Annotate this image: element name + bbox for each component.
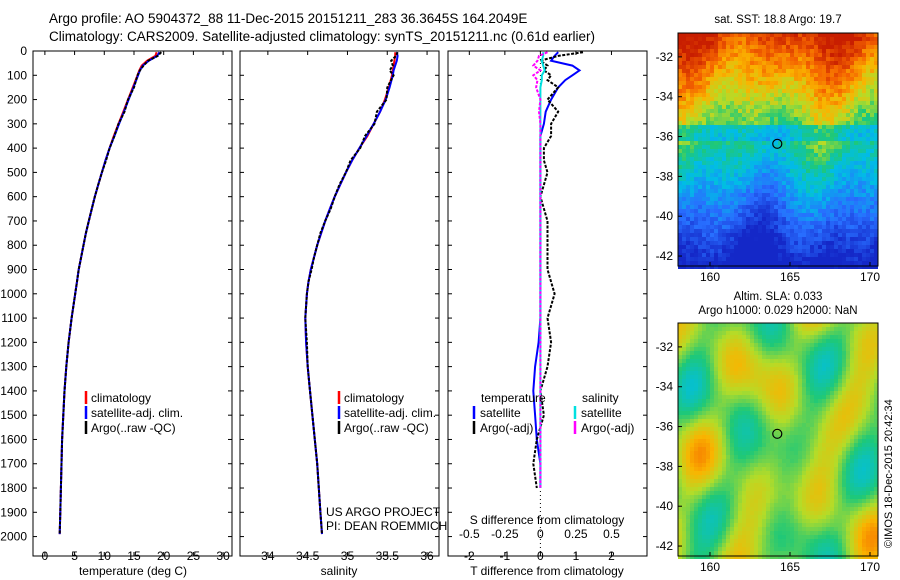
- s-tick-label: 0: [537, 527, 544, 541]
- depth-tick-label: 1000: [0, 287, 27, 301]
- legend-label-satellite: satellite-adj. clim.: [344, 406, 436, 420]
- salinity-xlabel: salinity: [321, 564, 358, 578]
- x-tick-label: 0: [42, 549, 49, 563]
- depth-tick-label: 1400: [0, 384, 27, 398]
- depth-tick-label: 100: [7, 68, 27, 82]
- legend-label-temp-argo: Argo(-adj): [480, 421, 533, 435]
- difference-legend: temperature satellite Argo(-adj) salinit…: [472, 391, 634, 435]
- depth-tick-label: 500: [7, 165, 27, 179]
- depth-tick-label: 1300: [0, 360, 27, 374]
- x-tick-label: -2: [464, 549, 475, 563]
- sla-map-title-line1: Altim. SLA: 0.033: [733, 291, 823, 303]
- x-tick-label: 34.5: [296, 549, 320, 563]
- difference-xlabel: T difference from climatology: [470, 564, 624, 578]
- temperature-legend: climatology satellite-adj. clim. Argo(..…: [84, 391, 183, 435]
- legend-label-climatology: climatology: [91, 391, 151, 405]
- depth-tick-label: 1700: [0, 457, 27, 471]
- series-line-satellite-adj-clim-: [304, 51, 399, 535]
- x-tick-label: -1: [500, 549, 511, 563]
- series-line-climatology: [58, 51, 158, 535]
- temperature-x-axis: 0 5 10 15 20 25 30: [42, 51, 230, 563]
- series-line-climatology: [304, 52, 397, 535]
- series-line-argo-raw-qc-: [58, 51, 163, 535]
- salinity-series: [304, 51, 399, 535]
- legend-label-climatology: climatology: [344, 391, 404, 405]
- x-tick-label: 35: [341, 549, 355, 563]
- project-annotation: US ARGO PROJECT: [326, 505, 441, 519]
- legend-label-satellite: satellite-adj. clim.: [91, 406, 183, 420]
- x-tick-label: 35.5: [376, 549, 400, 563]
- x-tick-label: 30: [216, 549, 230, 563]
- legend-label-argo: Argo(..raw -QC): [91, 421, 176, 435]
- legend-label-sal-satellite: satellite: [581, 406, 622, 420]
- depth-tick-label: 1800: [0, 481, 27, 495]
- depth-tick-label: 900: [7, 263, 27, 277]
- sst-map-title: sat. SST: 18.8 Argo: 19.7: [714, 14, 842, 26]
- depth-tick-label: 400: [7, 141, 27, 155]
- series-line-argo-raw-qc-: [304, 51, 399, 535]
- difference-xlabel-top: S difference from climatology: [470, 513, 625, 527]
- depth-tick-label: 1600: [0, 432, 27, 446]
- s-tick-label: 0.25: [564, 527, 588, 541]
- depth-tick-label: 800: [7, 238, 27, 252]
- x-tick-label: 25: [187, 549, 201, 563]
- legend-label-argo: Argo(..raw -QC): [344, 421, 429, 435]
- legend-title-salinity: salinity: [582, 391, 619, 405]
- depth-tick-label: 2000: [0, 530, 27, 544]
- temperature-xlabel: temperature (deg C): [79, 564, 187, 578]
- s-tick-label: -0.25: [491, 527, 519, 541]
- x-tick-label: 34: [261, 549, 275, 563]
- salinity-panel-frame: [239, 50, 440, 557]
- s-tick-label: 0.5: [603, 527, 620, 541]
- depth-tick-label: 1200: [0, 335, 27, 349]
- depth-axis: 0 100 200 300 400 500 600 700 800 900 1000 1100 1200…: [0, 44, 647, 544]
- temperature-panel-frame: [32, 50, 233, 557]
- x-tick-label: 36: [420, 549, 434, 563]
- depth-tick-label: 1500: [0, 408, 27, 422]
- difference-panel-frame: [447, 50, 648, 557]
- temperature-series: [58, 51, 163, 535]
- depth-tick-label: 1100: [1, 311, 27, 325]
- x-tick-label: 10: [98, 549, 112, 563]
- x-tick-label: 5: [71, 549, 78, 563]
- depth-tick-label: 300: [7, 117, 27, 131]
- legend-label-sal-argo: Argo(-adj): [581, 421, 634, 435]
- depth-tick-label: 1900: [0, 505, 27, 519]
- x-tick-label: 20: [157, 549, 171, 563]
- pi-annotation: PI: DEAN ROEMMICH: [326, 519, 447, 533]
- x-tick-label: 2: [608, 549, 615, 563]
- x-tick-label: 1: [573, 549, 580, 563]
- depth-tick-label: 0: [20, 44, 27, 58]
- salinity-x-axis: 34 34.5 35 35.5 36: [261, 51, 434, 563]
- legend-title-temperature: temperature: [481, 391, 546, 405]
- sla-map-title-line2: Argo h1000: 0.029 h2000: NaN: [698, 305, 858, 317]
- legend-label-temp-satellite: satellite: [480, 406, 521, 420]
- depth-tick-label: 700: [7, 214, 27, 228]
- s-tick-label: -0.5: [459, 527, 480, 541]
- depth-tick-label: 600: [7, 190, 27, 204]
- x-tick-label: 15: [127, 549, 141, 563]
- salinity-legend: climatology satellite-adj. clim. Argo(..…: [337, 391, 436, 435]
- depth-tick-label: 200: [7, 93, 27, 107]
